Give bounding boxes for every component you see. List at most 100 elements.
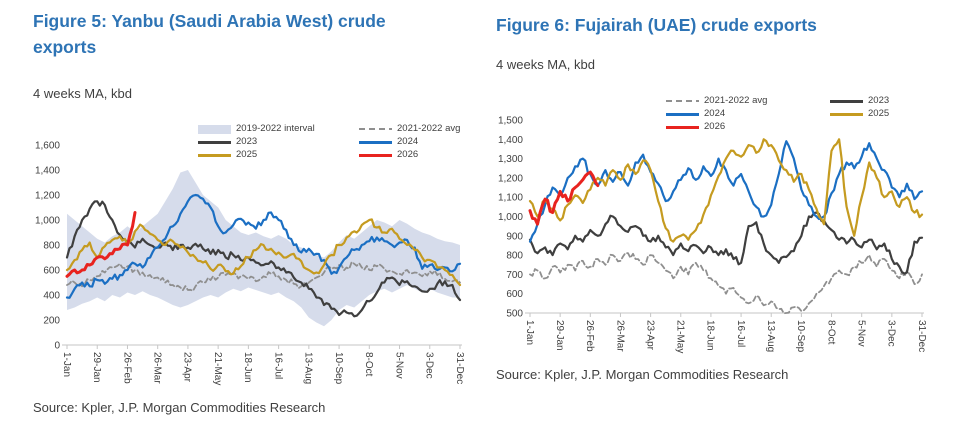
y-tick-label: 400 [43, 291, 60, 302]
x-tick-label: 21-May [212, 352, 223, 385]
legend-line-swatch [359, 153, 392, 157]
y-tick-label: 800 [43, 241, 60, 252]
y-tick-label: 1,200 [498, 173, 523, 184]
legend-entry-2023: 2023 [198, 136, 345, 148]
series-2026-line [528, 170, 600, 226]
x-tick-label: 23-Apr [644, 320, 655, 351]
figure-5-subtitle: 4 weeks MA, kbd [33, 86, 132, 101]
legend-entry-2023: 2023 [830, 95, 889, 107]
x-tick-label: 26-Feb [121, 352, 132, 384]
legend-entry-2026: 2026 [359, 149, 460, 161]
x-tick-label: 1-Jan [61, 352, 72, 377]
legend-label: 2024 [704, 108, 726, 119]
y-tick-label: 1,500 [498, 116, 523, 127]
x-tick-label: 29-Jan [91, 352, 102, 383]
y-tick-label: 1,000 [35, 216, 60, 227]
series-2023-line [528, 211, 924, 275]
series-2021-2022-avg-line [66, 261, 461, 292]
legend-line-swatch [198, 153, 231, 157]
legend-entry-2021-2022-avg: 2021-2022 avg [359, 123, 460, 135]
fujairah-chart: 1-Jan 29-Jan 26-Feb 26-Mar 23-Apr 21-May 18-Ju… [498, 116, 927, 354]
y-tick-label: 700 [506, 270, 523, 281]
x-tick-label: 16-Jul [272, 352, 283, 379]
legend-entry-2024: 2024 [666, 108, 816, 120]
legend-label: 2023 [236, 136, 258, 147]
figure-5-source: Source: Kpler, J.P. Morgan Commodities R… [33, 400, 326, 415]
figure-6-title: Figure 6: Fujairah (UAE) crude exports [496, 15, 817, 35]
legend-label: 2021-2022 avg [397, 123, 461, 134]
x-tick-label: 5-Nov [855, 320, 866, 347]
y-tick-label: 900 [506, 231, 523, 242]
x-tick-label: 26-Mar [151, 352, 162, 384]
legend-entry-2019-2022-interval: 2019-2022 interval [198, 123, 345, 135]
x-tick-label: 21-May [675, 320, 686, 353]
x-tick-label: 3-Dec [424, 352, 435, 379]
y-tick-label: 200 [43, 316, 60, 327]
x-tick-label: 18-Jun [242, 352, 253, 383]
x-tick-label: 8-Oct [363, 352, 374, 377]
x-tick-label: 23-Apr [182, 352, 193, 383]
y-tick-label: 500 [506, 309, 523, 320]
series-2026-line [65, 211, 137, 278]
legend-label: 2026 [704, 121, 726, 132]
legend-entry-2026: 2026 [666, 121, 816, 133]
y-tick-label: 1,400 [498, 135, 523, 146]
y-tick-label: 1,000 [498, 212, 523, 223]
figure-5-legend: 2019-2022 interval 2021-2022 avg 2023 2024 2… [198, 123, 460, 161]
legend-label: 2019-2022 interval [236, 123, 315, 134]
x-tick-label: 10-Sep [333, 352, 344, 385]
legend-line-swatch [666, 125, 699, 129]
series-2023-line [65, 200, 462, 318]
y-tick-label: 600 [43, 266, 60, 277]
legend-entry-2024: 2024 [359, 136, 460, 148]
y-tick-label: 1,600 [35, 141, 60, 152]
x-tick-label: 18-Jun [705, 320, 716, 351]
legend-line-swatch [830, 112, 863, 116]
yanbu-chart: 1-Jan 29-Jan 26-Feb 26-Mar 23-Apr 21-May 18-Ju… [35, 141, 465, 386]
legend-dash-swatch [359, 127, 392, 131]
series-2021-2022-avg-line [529, 252, 923, 315]
y-tick-label: 1,100 [498, 193, 523, 204]
y-tick-label: 1,300 [498, 154, 523, 165]
y-tick-label: 600 [506, 289, 523, 300]
y-tick-label: 1,400 [35, 166, 60, 177]
legend-band-swatch [198, 124, 231, 134]
legend-line-swatch [359, 140, 392, 144]
x-tick-label: 10-Sep [795, 320, 806, 353]
interval-band [67, 170, 460, 327]
x-tick-label: 5-Nov [393, 352, 404, 379]
legend-label: 2021-2022 avg [704, 95, 768, 106]
legend-dash-swatch [666, 99, 699, 103]
series-2024-line [65, 193, 462, 299]
x-tick-label: 13-Aug [303, 352, 314, 384]
y-tick-label: 1,200 [35, 191, 60, 202]
legend-label: 2024 [397, 136, 419, 147]
x-tick-label: 26-Feb [584, 320, 595, 352]
x-tick-label: 26-Mar [614, 320, 625, 352]
figure-5-title: Figure 5: Yanbu (Saudi Arabia West) crud… [33, 11, 386, 58]
legend-label: 2023 [868, 95, 890, 106]
figure-6-source: Source: Kpler, J.P. Morgan Commodities R… [496, 367, 789, 382]
x-tick-label: 29-Jan [554, 320, 565, 351]
legend-label: 2025 [868, 108, 890, 119]
legend-line-swatch [198, 140, 231, 144]
legend-entry-2025: 2025 [830, 108, 889, 120]
series-2025-line [65, 218, 462, 287]
x-tick-label: 16-Jul [735, 320, 746, 347]
x-tick-label: 13-Aug [765, 320, 776, 352]
x-tick-label: 1-Jan [524, 320, 535, 345]
figure-6-legend: 2021-2022 avg 2023 2024 2025 2026 [666, 95, 889, 133]
y-tick-label: 0 [54, 341, 60, 352]
x-tick-label: 31-Dec [916, 320, 927, 352]
legend-entry-2021-2022-avg: 2021-2022 avg [666, 95, 816, 107]
legend-line-swatch [830, 99, 863, 103]
x-tick-label: 31-Dec [454, 352, 465, 384]
legend-entry-2025: 2025 [198, 149, 345, 161]
legend-line-swatch [666, 112, 699, 116]
x-tick-label: 3-Dec [886, 320, 897, 347]
legend-label: 2025 [236, 149, 258, 160]
x-tick-label: 8-Oct [825, 320, 836, 345]
y-tick-label: 800 [506, 251, 523, 262]
figure-6-subtitle: 4 weeks MA, kbd [496, 57, 595, 72]
